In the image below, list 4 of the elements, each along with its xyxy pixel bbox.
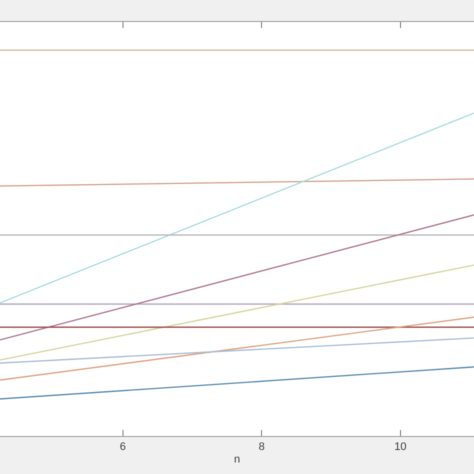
x-tick-label: 8: [258, 441, 265, 454]
x-axis-title: n: [234, 453, 240, 466]
x-tick-label: 10: [394, 441, 407, 454]
x-tick-label: 6: [120, 441, 126, 454]
